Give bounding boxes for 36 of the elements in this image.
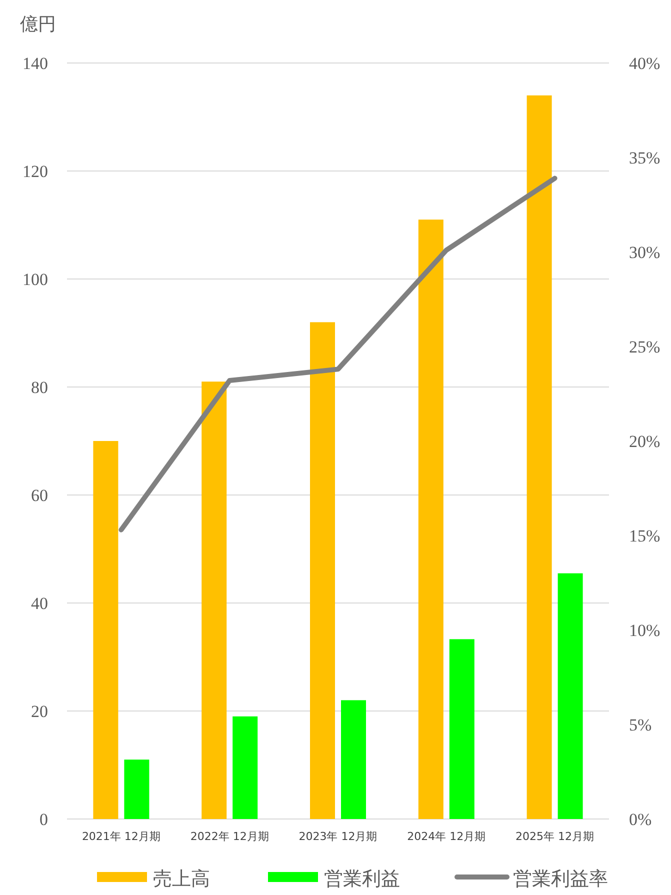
y2-tick-label: 20% [629, 432, 660, 451]
y2-tick-label: 35% [629, 148, 660, 168]
y-tick-label: 0 [40, 810, 48, 829]
y-tick-label: 100 [22, 270, 48, 289]
legend-label: 売上高 [153, 868, 210, 890]
y2-tick-label: 40% [629, 54, 660, 73]
bar [232, 716, 258, 819]
bar [202, 382, 227, 819]
legend-label: 営業利益率 [513, 868, 608, 890]
y-tick-label: 20 [31, 702, 48, 721]
bar [449, 639, 474, 819]
y-tick-label: 140 [22, 54, 48, 73]
y-tick-label: 80 [31, 378, 48, 397]
bar [418, 220, 444, 819]
y-tick-label: 60 [31, 486, 48, 505]
bar [93, 441, 118, 819]
bar [341, 700, 366, 819]
y2-tick-label: 10% [629, 621, 660, 640]
y-axis-title: 億円 [20, 14, 56, 35]
y-tick-label: 40 [31, 594, 48, 613]
y2-tick-label: 25% [629, 338, 660, 356]
y2-tick-label: 5% [629, 716, 652, 734]
bar [310, 322, 335, 819]
x-tick-label: 2025年 12月期 [516, 830, 594, 843]
bar [558, 573, 583, 819]
bar [124, 760, 150, 819]
y2-tick-label: 0% [629, 810, 652, 829]
bar [526, 95, 552, 819]
y2-tick-label: 30% [629, 243, 660, 262]
x-tick-label: 2024年 12月期 [407, 830, 486, 843]
x-tick-label: 2023年 12月期 [298, 830, 378, 843]
x-tick-label: 2021年 12月期 [82, 830, 160, 843]
legend-label: 営業利益 [324, 868, 400, 890]
y-tick-label: 120 [22, 162, 48, 181]
x-tick-label: 2022年 12月期 [190, 830, 269, 843]
y2-tick-label: 15% [629, 526, 660, 546]
